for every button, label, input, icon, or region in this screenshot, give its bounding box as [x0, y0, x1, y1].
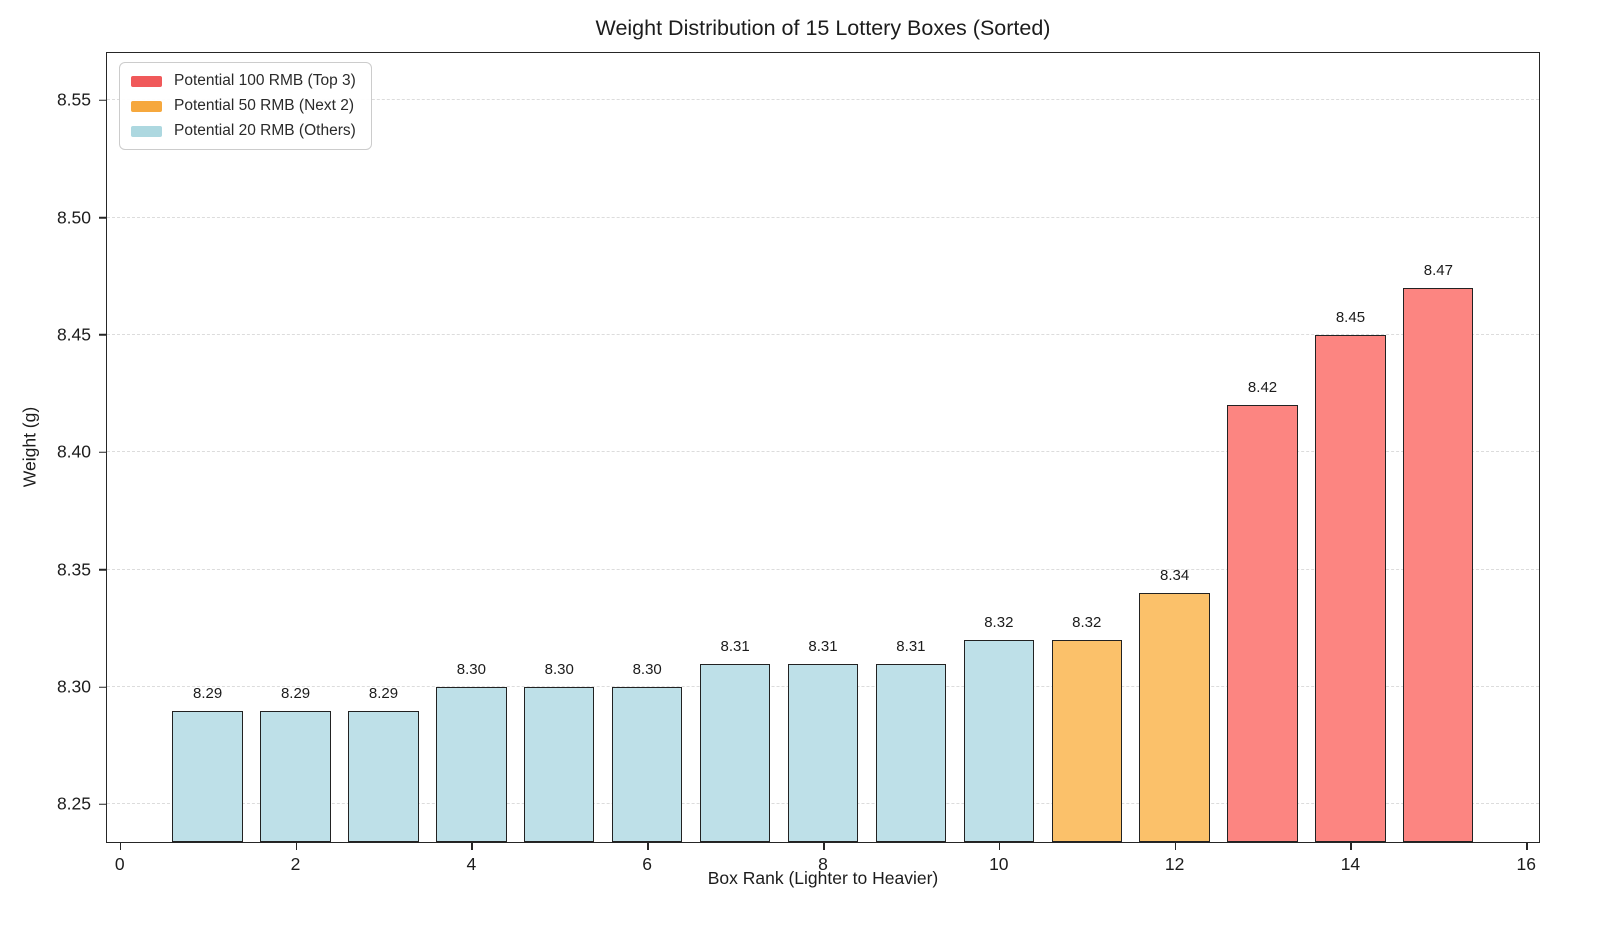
x-tick-mark: [647, 842, 649, 850]
legend-item-top3: Potential 100 RMB (Top 3): [131, 72, 356, 90]
y-tick-label: 8.35: [56, 559, 91, 580]
y-tick-label: 8.30: [56, 676, 91, 697]
legend: Potential 100 RMB (Top 3) Potential 50 RM…: [119, 62, 372, 150]
legend-label: Potential 50 RMB (Next 2): [174, 97, 355, 114]
gridline: [107, 333, 1539, 335]
x-tick-label: 14: [1340, 854, 1361, 874]
bar-value-label: 8.29: [193, 684, 223, 702]
x-tick-label: 0: [114, 854, 125, 874]
y-tick-mark: [99, 216, 107, 219]
bar-rank-10: [963, 640, 1034, 842]
y-tick-label: 8.50: [56, 207, 91, 228]
bar-rank-2: [260, 710, 331, 842]
y-tick-mark: [99, 334, 107, 336]
y-tick-mark: [99, 451, 107, 454]
x-tick-label: 12: [1164, 854, 1185, 874]
bar-value-label: 8.30: [632, 661, 662, 679]
bar-rank-5: [524, 687, 595, 842]
x-tick-mark: [1174, 842, 1177, 850]
x-tick-mark: [823, 842, 825, 850]
x-axis-label: Box Rank (Lighter to Heavier): [707, 868, 939, 888]
bar-rank-3: [348, 710, 419, 842]
y-axis-label: Weight (g): [19, 406, 40, 488]
legend-label: Potential 20 RMB (Others): [174, 122, 356, 139]
bar-rank-11: [1051, 640, 1122, 842]
legend-label: Potential 100 RMB (Top 3): [174, 72, 356, 89]
bar-rank-8: [787, 663, 859, 842]
legend-item-others: Potential 20 RMB (Others): [131, 122, 356, 140]
plot-area: Potential 100 RMB (Top 3) Potential 50 RM…: [57, 52, 1540, 874]
x-tick-label: 2: [290, 854, 301, 874]
gridline: [107, 568, 1539, 570]
bar-rank-14: [1315, 334, 1386, 842]
y-tick-label: 8.45: [56, 324, 91, 345]
bar-value-label: 8.47: [1423, 262, 1453, 279]
x-tick-label: 16: [1516, 854, 1536, 874]
bar-value-label: 8.32: [984, 614, 1014, 632]
bar-rank-12: [1139, 593, 1210, 842]
gridline: [107, 451, 1539, 453]
y-tick-label: 8.25: [56, 793, 91, 814]
y-tick-mark: [99, 803, 107, 806]
y-tick-mark: [99, 568, 107, 571]
x-tick-mark: [471, 842, 473, 850]
bar-value-label: 8.32: [1072, 614, 1102, 632]
y-tick-mark: [99, 686, 107, 688]
x-tick-label: 4: [466, 854, 477, 874]
gridline: [107, 216, 1539, 218]
legend-swatch-top3: [131, 75, 162, 87]
y-tick-label: 8.40: [56, 441, 91, 462]
bar-value-label: 8.30: [544, 661, 574, 679]
bar-value-label: 8.29: [280, 684, 311, 702]
bar-rank-15: [1403, 288, 1474, 842]
x-tick-mark: [295, 842, 298, 850]
bar-rank-7: [699, 663, 771, 842]
bar-value-label: 8.42: [1247, 379, 1278, 397]
bar-value-label: 8.34: [1160, 567, 1190, 585]
bar-rank-1: [172, 710, 243, 842]
bar-rank-6: [612, 687, 683, 842]
legend-swatch-others: [131, 125, 162, 137]
x-tick-mark: [119, 842, 122, 850]
bar-value-label: 8.31: [808, 637, 838, 655]
chart-title: Weight Distribution of 15 Lottery Boxes …: [595, 16, 1051, 40]
bar-value-label: 8.30: [456, 661, 486, 679]
x-tick-mark: [1526, 842, 1528, 850]
bar-value-label: 8.31: [720, 637, 750, 655]
x-tick-label: 10: [989, 854, 1009, 874]
bar-rank-4: [436, 687, 507, 842]
bar-rank-13: [1227, 405, 1298, 842]
legend-swatch-next2: [131, 100, 162, 112]
y-tick-mark: [99, 99, 107, 101]
legend-item-next2: Potential 50 RMB (Next 2): [131, 97, 356, 115]
x-tick-mark: [998, 842, 1001, 850]
x-tick-label: 6: [642, 854, 653, 874]
x-tick-mark: [1350, 842, 1352, 850]
bar-value-label: 8.31: [896, 637, 926, 655]
x-tick-label: 8: [818, 854, 828, 874]
gridline: [107, 99, 1539, 101]
bar-value-label: 8.29: [368, 684, 399, 702]
bar-rank-9: [875, 663, 947, 842]
bar-value-label: 8.45: [1335, 308, 1366, 326]
y-tick-label: 8.55: [56, 89, 91, 110]
